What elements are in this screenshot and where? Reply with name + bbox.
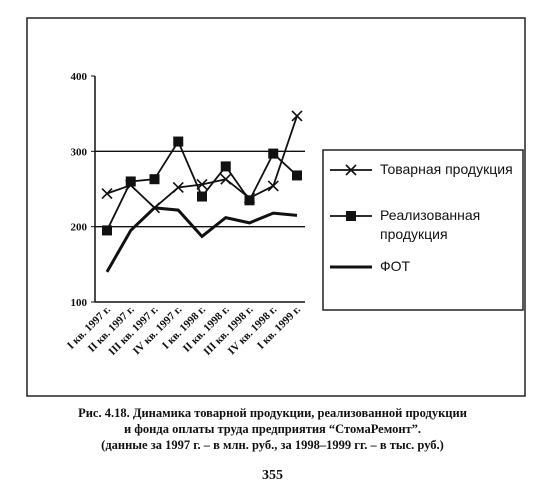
caption: и фонда оплаты труда предприятия “СтомаР…: [123, 422, 422, 436]
marker-square: [244, 195, 255, 206]
y-tick-label: 100: [71, 297, 88, 309]
legend-box: [322, 149, 524, 311]
y-tick-label: 400: [71, 71, 88, 83]
marker-square: [292, 170, 302, 181]
marker-square: [149, 174, 160, 185]
marker-square: [268, 148, 279, 159]
marker-square: [102, 225, 112, 236]
legend-label: ФОТ: [380, 258, 411, 274]
marker-x: [101, 187, 113, 200]
marker-square: [220, 161, 231, 172]
marker-square: [125, 176, 136, 187]
y-tick-label: 300: [71, 146, 88, 158]
legend-label: Реализованная продукция: [380, 207, 481, 242]
marker-x: [220, 173, 232, 185]
legend-marker: [346, 211, 356, 221]
caption: (данные за 1997 г. – в млн. руб., за 199…: [101, 438, 444, 452]
marker-x: [291, 110, 303, 122]
legend-marker: [345, 164, 357, 176]
page-number: 355: [262, 468, 283, 480]
caption: Рис. 4.18. Динамика товарной продукции, …: [78, 406, 467, 420]
chart-frame: [26, 17, 526, 397]
marker-square: [173, 136, 184, 147]
y-tick-label: 200: [71, 222, 88, 234]
marker-square: [197, 191, 207, 202]
legend-label: Товарная продукция: [380, 161, 513, 177]
marker-x: [172, 181, 184, 194]
marker-x: [267, 180, 279, 192]
series-line: [105, 206, 298, 273]
